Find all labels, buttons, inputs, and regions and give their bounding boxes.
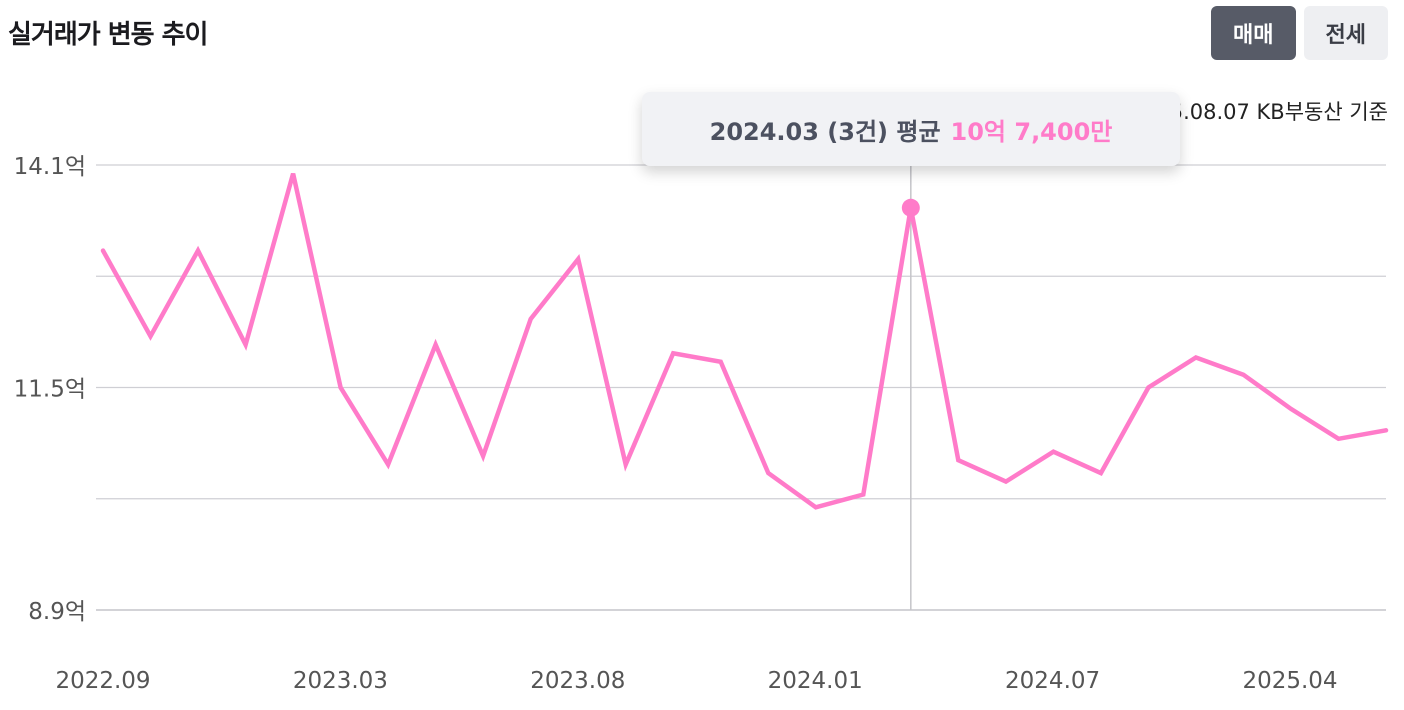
x-tick-label: 2024.01 (768, 668, 863, 694)
grid-lines (96, 164, 1386, 611)
highlight-point (901, 198, 920, 217)
y-tick-label: 14.1억 (14, 154, 86, 180)
tooltip-label: 2024.03 (3건) 평균 (709, 117, 941, 146)
chart-title: 실거래가 변동 추이 (8, 20, 208, 50)
y-tick-label: 11.5억 (14, 377, 86, 403)
y-tick-label: 8.9억 (28, 599, 86, 625)
trade-type-toggle: 매매 전세 (1211, 6, 1388, 60)
x-tick-label: 2024.07 (1005, 668, 1100, 694)
tooltip: 2024.03 (3건) 평균 10억 7,400만 (642, 92, 1180, 166)
x-tick-label: 2023.03 (293, 668, 388, 694)
tooltip-value: 10억 7,400만 (950, 117, 1113, 146)
x-tick-label: 2022.09 (55, 668, 150, 694)
price-series-line (100, 172, 1389, 510)
y-axis-labels: 14.1억 11.5억 8.9억 (14, 154, 86, 625)
tab-sale[interactable]: 매매 (1211, 6, 1296, 60)
x-tick-label: 2023.08 (530, 668, 625, 694)
tab-jeonse[interactable]: 전세 (1303, 6, 1388, 60)
x-tick-label: 2025.04 (1242, 668, 1337, 694)
x-axis-labels: 2022.09 2023.03 2023.08 2024.01 2024.07 2025.… (55, 668, 1337, 694)
